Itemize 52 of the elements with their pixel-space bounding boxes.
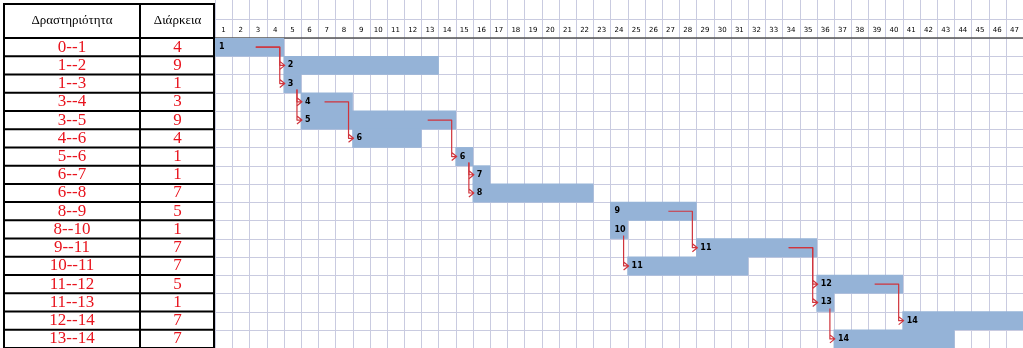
- y-tick-label: 11--13: [49, 291, 95, 311]
- annotation: 2: [287, 60, 294, 70]
- data-label: 9: [173, 54, 182, 74]
- y-tick-label: 3--4: [57, 91, 87, 111]
- annotation: 9: [614, 206, 621, 216]
- data-label: 3: [173, 91, 182, 111]
- y-tick-label: 6--8: [57, 182, 87, 202]
- data-label: 7: [173, 182, 183, 202]
- annotation: 14: [837, 333, 850, 343]
- data-label: 1: [173, 146, 182, 165]
- data-label: 5: [173, 200, 182, 220]
- annotation: 11: [700, 242, 712, 252]
- data-label: 7: [173, 328, 183, 348]
- y-tick-label: 8--10: [53, 218, 91, 238]
- annotation: 10: [614, 224, 626, 234]
- annotation: 14: [906, 315, 919, 325]
- y-tick-label: 13--14: [49, 328, 96, 348]
- y-tick-label: 9--11: [53, 237, 91, 257]
- y-tick-label: 3--5: [57, 109, 87, 129]
- data-label: 7: [173, 255, 183, 275]
- data-label: 5: [173, 273, 182, 293]
- y-tick-label: 1--2: [57, 54, 87, 74]
- data-label: 1: [173, 218, 182, 238]
- data-label: 7: [173, 237, 183, 257]
- annotation: 13: [820, 297, 832, 307]
- annotation: 7: [476, 169, 483, 179]
- y-tick-label: 1--3: [57, 73, 87, 93]
- y-tick-label: 6--7: [57, 164, 87, 184]
- y-tick-label: 0--1: [57, 36, 87, 56]
- y-axis-title: Δραστηριότητα: [31, 12, 113, 28]
- annotation: 5: [304, 115, 311, 125]
- annotation: 6: [459, 151, 466, 161]
- y-tick-label: 10--11: [49, 255, 95, 275]
- y-tick-label: 8--9: [57, 200, 87, 220]
- data-label: 1: [173, 291, 182, 311]
- annotation: 12: [820, 279, 832, 289]
- annotation: 3: [287, 78, 294, 88]
- annotation: 6: [356, 133, 363, 143]
- y-tick-label: 5--6: [57, 146, 87, 165]
- data-label: 7: [173, 310, 183, 330]
- y-tick-label: 11--12: [49, 273, 95, 293]
- annotation: 1: [219, 42, 225, 52]
- annotation: 11: [631, 261, 644, 271]
- y-tick-label: 4--6: [57, 127, 87, 147]
- annotation: 4: [304, 96, 311, 106]
- data-label: 1: [173, 164, 182, 184]
- data-label: 4: [173, 127, 183, 147]
- data-label: 1: [173, 73, 182, 93]
- annotation: 8: [476, 188, 483, 198]
- y-tick-label: 12--14: [49, 310, 96, 330]
- data-label: 9: [173, 109, 182, 129]
- text: Διάρκεια: [153, 12, 202, 28]
